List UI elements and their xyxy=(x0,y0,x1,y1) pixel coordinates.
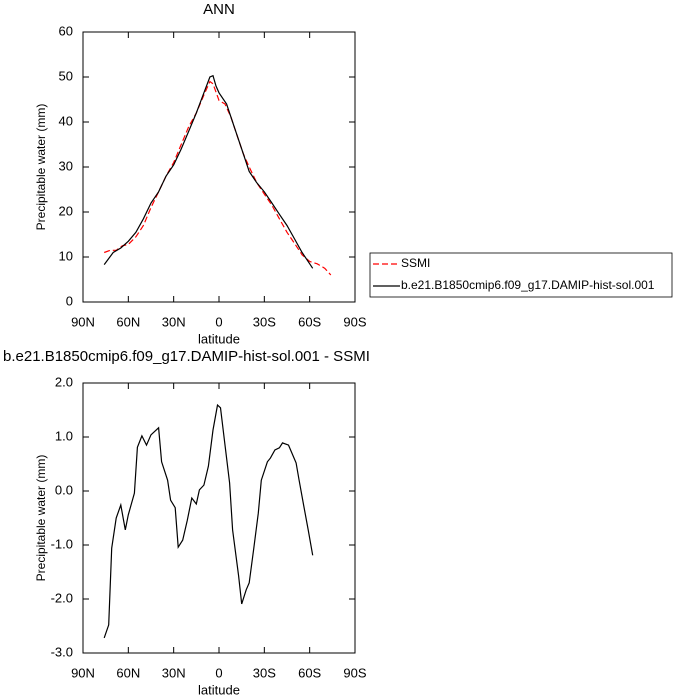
y-tick-label: -1.0 xyxy=(51,536,73,551)
y-tick-label: 40 xyxy=(59,113,73,128)
y-tick-label: -2.0 xyxy=(51,590,73,605)
x-tick-label: 90S xyxy=(343,665,366,680)
x-tick-label: 30S xyxy=(253,314,276,329)
y-tick-label: 10 xyxy=(59,248,73,263)
plot-frame xyxy=(82,31,356,303)
x-tick-label: 0 xyxy=(215,665,222,680)
x-axis-label: latitude xyxy=(198,331,240,346)
y-axis-label: Precipitable water (mm) xyxy=(34,455,48,582)
x-tick-label: 90N xyxy=(71,665,95,680)
y-tick-label: 20 xyxy=(59,203,73,218)
y-tick-label: 50 xyxy=(59,68,73,83)
data-line xyxy=(103,80,332,276)
y-tick-label: 0 xyxy=(66,293,73,308)
x-tick-label: 60N xyxy=(116,314,140,329)
x-tick-label: 0 xyxy=(215,314,222,329)
x-tick-label: 30N xyxy=(162,665,186,680)
y-axis-label: Precipitable water (mm) xyxy=(34,104,48,231)
data-line xyxy=(103,403,314,639)
legend-label: b.e21.B1850cmip6.f09_g17.DAMIP-hist-sol.… xyxy=(401,278,655,292)
y-tick-label: 0.0 xyxy=(55,482,73,497)
chart-title: b.e21.B1850cmip6.f09_g17.DAMIP-hist-sol.… xyxy=(3,348,370,365)
legend-box xyxy=(369,252,673,298)
x-tick-label: 90N xyxy=(71,314,95,329)
y-tick-label: 60 xyxy=(59,23,73,38)
plot-frame xyxy=(82,382,356,654)
chart-title: ANN xyxy=(203,1,235,18)
legend-label: SSMI xyxy=(401,256,430,270)
x-tick-label: 90S xyxy=(343,314,366,329)
y-tick-label: 30 xyxy=(59,158,73,173)
y-tick-label: 2.0 xyxy=(55,374,73,389)
x-tick-label: 60S xyxy=(298,314,321,329)
data-line xyxy=(103,74,314,269)
x-tick-label: 30S xyxy=(253,665,276,680)
y-tick-label: -3.0 xyxy=(51,644,73,659)
y-tick-label: 1.0 xyxy=(55,428,73,443)
x-tick-label: 60S xyxy=(298,665,321,680)
x-axis-label: latitude xyxy=(198,682,240,697)
x-tick-label: 60N xyxy=(116,665,140,680)
x-tick-label: 30N xyxy=(162,314,186,329)
